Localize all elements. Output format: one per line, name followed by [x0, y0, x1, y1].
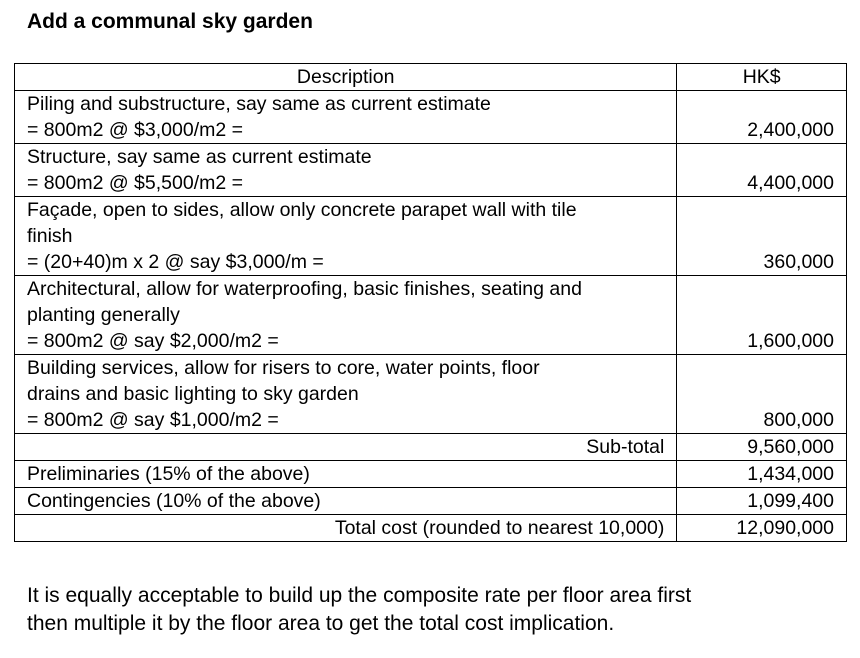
table-row: Structure, say same as current estimate … — [13, 143, 847, 197]
table-row: Piling and substructure, say same as cur… — [13, 90, 847, 144]
cost-table: Description HK$ Piling and substructure,… — [13, 63, 847, 542]
description-line: finish — [27, 225, 73, 247]
row-description: Architectural, allow for waterproofing, … — [13, 275, 678, 355]
row-description: Structure, say same as current estimate … — [13, 143, 678, 197]
total-row: Total cost (rounded to nearest 10,000) 1… — [13, 514, 847, 542]
total-amount: 12,090,000 — [676, 514, 847, 542]
table-row: Building services, allow for risers to c… — [13, 354, 847, 434]
row-description: Piling and substructure, say same as cur… — [13, 90, 678, 144]
note-line: then multiple it by the floor area to ge… — [27, 612, 615, 635]
row-description: Façade, open to sides, allow only concre… — [13, 196, 678, 276]
description-line: Piling and substructure, say same as cur… — [27, 93, 491, 115]
description-line: Structure, say same as current estimate — [27, 146, 372, 168]
row-amount: 800,000 — [676, 354, 847, 434]
row-amount: 1,600,000 — [676, 275, 847, 355]
table-row: Architectural, allow for waterproofing, … — [13, 275, 847, 355]
description-line: = 800m2 @ $5,500/m2 = — [27, 172, 244, 194]
subtotal-label: Sub-total — [13, 433, 678, 461]
row-amount: 2,400,000 — [676, 90, 847, 144]
total-label: Total cost (rounded to nearest 10,000) — [13, 514, 678, 542]
column-header-amount: HK$ — [676, 63, 847, 91]
row-description: Building services, allow for risers to c… — [13, 354, 678, 434]
preliminaries-label: Preliminaries (15% of the above) — [13, 460, 678, 488]
preliminaries-amount: 1,434,000 — [676, 460, 847, 488]
description-line: Architectural, allow for waterproofing, … — [27, 278, 582, 300]
description-line: Façade, open to sides, allow only concre… — [27, 199, 577, 221]
contingencies-amount: 1,099,400 — [676, 487, 847, 515]
description-line: = (20+40)m x 2 @ say $3,000/m = — [27, 251, 324, 273]
table-row: Façade, open to sides, allow only concre… — [13, 196, 847, 276]
description-line: = 800m2 @ say $1,000/m2 = — [27, 409, 279, 431]
description-line: = 800m2 @ say $2,000/m2 = — [27, 330, 279, 352]
preliminaries-row: Preliminaries (15% of the above) 1,434,0… — [13, 460, 847, 488]
subtotal-row: Sub-total 9,560,000 — [13, 433, 847, 461]
row-amount: 4,400,000 — [676, 143, 847, 197]
description-line: = 800m2 @ $3,000/m2 = — [27, 119, 244, 141]
row-amount: 360,000 — [676, 196, 847, 276]
contingencies-row: Contingencies (10% of the above) 1,099,4… — [13, 487, 847, 515]
column-header-description: Description — [13, 63, 678, 91]
table-header-row: Description HK$ — [13, 63, 847, 91]
explanatory-note: It is equally acceptable to build up the… — [27, 582, 691, 638]
description-line: Building services, allow for risers to c… — [27, 357, 540, 379]
note-line: It is equally acceptable to build up the… — [27, 584, 692, 607]
subtotal-amount: 9,560,000 — [676, 433, 847, 461]
page-title: Add a communal sky garden — [27, 10, 313, 33]
description-line: planting generally — [27, 304, 180, 326]
contingencies-label: Contingencies (10% of the above) — [13, 487, 678, 515]
description-line: drains and basic lighting to sky garden — [27, 383, 359, 405]
